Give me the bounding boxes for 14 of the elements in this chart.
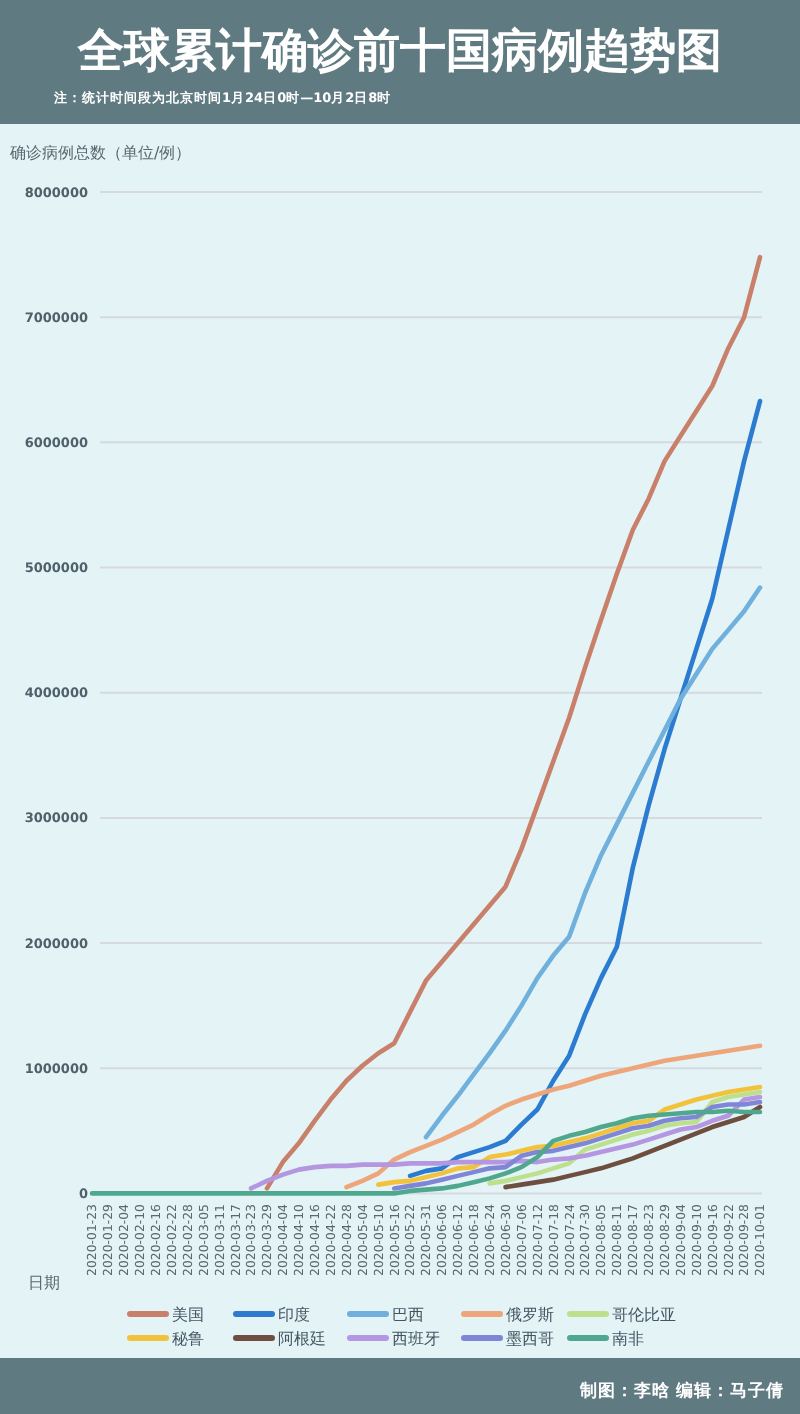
y-axis-title: 确诊病例总数（单位/例）	[8, 144, 192, 162]
legend-label: 巴西	[392, 1306, 424, 1324]
text: 制图：李晗 编辑：马子倩	[578, 1380, 784, 1402]
legend-label: 西班牙	[392, 1330, 440, 1348]
legend-label: 南非	[612, 1330, 644, 1348]
legend-label: 阿根廷	[278, 1330, 326, 1348]
x-axis-title: 日期	[28, 1274, 60, 1292]
legend-label: 俄罗斯	[506, 1306, 554, 1324]
chart-title: 全球累计确诊前十国病例趋势图	[76, 26, 722, 78]
legend-label: 美国	[172, 1306, 204, 1324]
legend-label: 秘鲁	[172, 1330, 204, 1348]
legend-label: 哥伦比亚	[612, 1306, 676, 1324]
legend-label: 印度	[278, 1306, 310, 1324]
legend-label: 墨西哥	[506, 1330, 554, 1348]
